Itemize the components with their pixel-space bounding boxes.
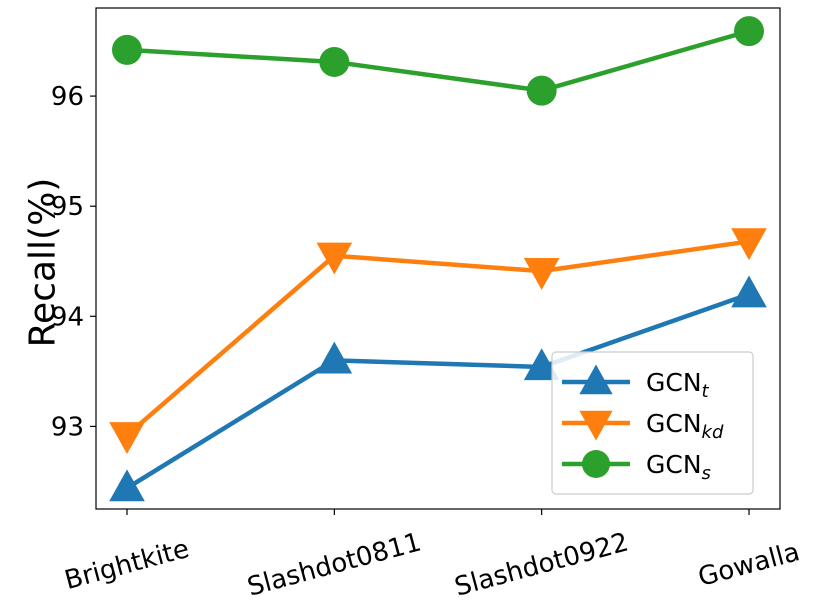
series-s — [112, 16, 764, 106]
series-layer — [109, 16, 767, 502]
legend-marker — [579, 410, 613, 441]
data-point — [316, 341, 353, 374]
y-axis-label: Recall(%) — [23, 178, 64, 348]
data-point — [523, 348, 560, 381]
plot-area — [95, 7, 781, 510]
data-point — [731, 275, 767, 308]
x-tick-label: Brightkite — [62, 534, 193, 596]
y-tick-label: 96 — [51, 82, 84, 112]
y-tick-label: 94 — [51, 302, 84, 332]
data-point — [523, 258, 560, 290]
legend-label: GCNs — [646, 450, 711, 484]
x-tick-label: Slashdot0811 — [244, 527, 424, 602]
data-point — [734, 16, 764, 47]
data-point — [526, 75, 557, 106]
data-point — [109, 422, 145, 454]
legend-marker — [579, 364, 613, 395]
x-tick-label: Slashdot0922 — [452, 527, 632, 602]
y-tick-label: 95 — [51, 192, 84, 222]
series-kd — [109, 228, 767, 454]
data-point — [112, 34, 142, 65]
legend-entry-t: GCNt — [562, 364, 710, 402]
plot-frame — [95, 7, 781, 510]
series-line — [126, 28, 750, 93]
series-line — [125, 239, 750, 437]
y-tick-label: 93 — [51, 412, 84, 442]
series-t — [109, 275, 767, 502]
series-line — [125, 292, 750, 490]
x-tick-label: Gowalla — [695, 537, 803, 593]
data-point — [109, 469, 145, 502]
legend-marker — [582, 450, 610, 478]
data-point — [731, 228, 767, 261]
data-point — [319, 46, 350, 77]
axes-layer: 93 94 95 96 Brightkite Slashdot0811 Slashdot09… — [51, 82, 803, 602]
legend-entry-s: GCNs — [562, 450, 711, 484]
legend-label: GCNt — [646, 368, 710, 402]
data-point — [316, 242, 353, 275]
